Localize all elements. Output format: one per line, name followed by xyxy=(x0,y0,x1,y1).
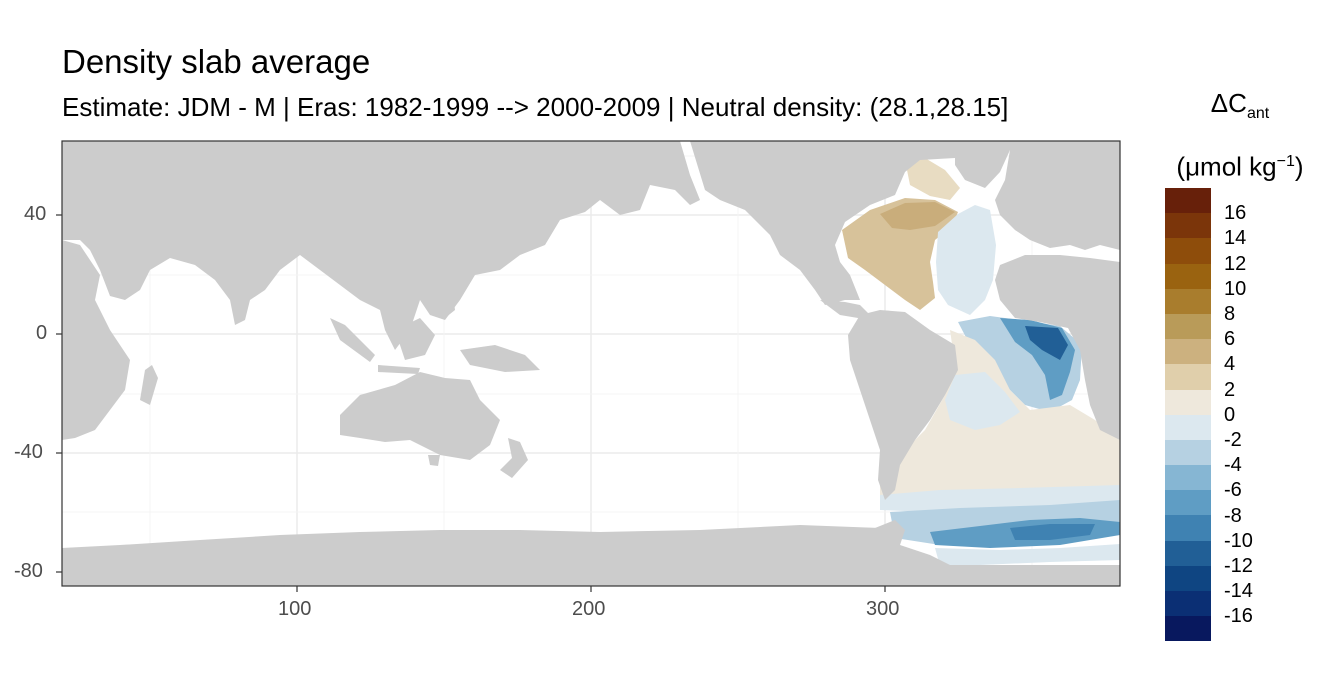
legend-swatch xyxy=(1165,465,1211,491)
legend-swatch xyxy=(1165,238,1211,264)
legend-label: -8 xyxy=(1224,504,1242,527)
land-africa-west xyxy=(62,240,130,440)
legend-label: -14 xyxy=(1224,580,1253,603)
legend-label: -2 xyxy=(1224,429,1242,451)
chart-title: Density slab average xyxy=(62,43,371,80)
legend-label: 6 xyxy=(1224,328,1236,351)
legend-swatch xyxy=(1165,263,1211,289)
land-central-america xyxy=(820,300,870,318)
y-tick-label-40: 40 xyxy=(24,203,47,225)
land-greenland xyxy=(955,150,1010,188)
delta-cant-field xyxy=(842,158,1120,566)
land-new-guinea xyxy=(460,345,540,372)
legend-swatch xyxy=(1165,490,1211,516)
legend-unit-post: ) xyxy=(1294,151,1304,182)
legend-swatch xyxy=(1165,389,1211,415)
land-java xyxy=(378,365,420,374)
legend-label: -10 xyxy=(1224,529,1253,552)
legend-swatch xyxy=(1165,591,1211,617)
land-tasmania xyxy=(428,455,440,466)
field-gulf-of-guinea-core xyxy=(1025,326,1068,360)
legend-label: 16 xyxy=(1224,202,1247,225)
land-europe xyxy=(995,150,1120,250)
legend-swatch xyxy=(1165,339,1211,365)
land-sumatra xyxy=(330,318,375,362)
x-tick-label-300: 300 xyxy=(866,598,900,620)
field-east-north-atlantic xyxy=(936,205,996,315)
x-tick-label-100: 100 xyxy=(278,598,312,620)
land-antarctica xyxy=(62,525,1120,586)
legend-label: 10 xyxy=(1224,277,1247,300)
legend-unit-sup: −1 xyxy=(1276,153,1295,171)
land-philippines xyxy=(438,280,455,318)
legend-label: 14 xyxy=(1224,227,1247,250)
legend-swatch xyxy=(1165,313,1211,340)
y-tick-label-minus80: -80 xyxy=(14,560,43,582)
legend-label: -6 xyxy=(1224,479,1242,502)
y-tick-label-minus40: -40 xyxy=(14,441,43,463)
legend-label: 2 xyxy=(1224,378,1236,401)
field-antarctic-margin xyxy=(935,544,1120,566)
x-tick-label-200: 200 xyxy=(572,598,606,620)
legend-swatch xyxy=(1165,616,1211,642)
legend-swatch xyxy=(1165,364,1211,390)
legend-colorbar xyxy=(1165,188,1211,642)
y-tick-label-0: 0 xyxy=(36,322,48,344)
chart-subtitle: Estimate: JDM - M | Eras: 1982-1999 --> … xyxy=(62,92,1009,122)
legend-swatch xyxy=(1165,213,1211,239)
field-greenland-sea xyxy=(905,158,960,200)
land-japan xyxy=(490,212,528,262)
legend-swatch xyxy=(1165,288,1211,314)
land-eurasia xyxy=(62,141,700,350)
field-brazil-basin xyxy=(945,372,1020,430)
land-australia xyxy=(340,372,500,460)
land-south-america xyxy=(848,310,958,500)
legend-title: ΔCant (μmol kg−1) xyxy=(1150,86,1330,184)
legend-unit-pre: (μmol kg xyxy=(1176,151,1277,182)
legend-swatch xyxy=(1165,565,1211,591)
land-madagascar xyxy=(140,365,158,405)
legend-swatch xyxy=(1165,414,1211,440)
legend-title-symbol: ΔC xyxy=(1210,88,1247,118)
field-weddell-deep xyxy=(1010,524,1095,540)
land-antarctic-peninsula xyxy=(875,520,905,545)
legend-label: -16 xyxy=(1224,605,1253,628)
land-masses xyxy=(62,141,1120,586)
field-north-atlantic-core xyxy=(880,202,955,230)
axis-ticks xyxy=(56,214,886,592)
legend-label: 0 xyxy=(1224,403,1236,426)
legend-label: 4 xyxy=(1224,353,1236,376)
legend-label: 8 xyxy=(1224,303,1236,325)
legend-title-subscript: ant xyxy=(1246,105,1270,123)
legend-swatch xyxy=(1165,515,1211,541)
land-africa-east xyxy=(995,255,1120,440)
legend-label: -12 xyxy=(1224,555,1253,577)
legend-label: 12 xyxy=(1224,252,1247,275)
land-north-america xyxy=(690,141,1120,305)
legend-swatch xyxy=(1165,188,1211,214)
legend-swatch xyxy=(1165,540,1211,566)
land-borneo xyxy=(395,318,435,360)
legend-label: -4 xyxy=(1224,454,1242,477)
legend-swatch xyxy=(1165,439,1211,466)
land-new-zealand xyxy=(500,438,528,478)
